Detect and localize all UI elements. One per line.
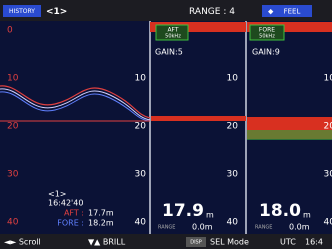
- depth-scale: 20: [324, 122, 332, 132]
- feel-label: FEEL: [284, 8, 301, 16]
- range-label: RANGE: [158, 225, 175, 231]
- depth-scale: 20: [7, 122, 19, 132]
- depth-scale: 10: [7, 74, 19, 84]
- brill-hint: ▼▲ BRILL: [88, 238, 126, 247]
- depth-scale: 30: [135, 170, 147, 180]
- depth-scale: 10: [135, 74, 147, 84]
- feel-icon: ◆: [268, 8, 274, 16]
- disp-label: DISP: [190, 240, 202, 246]
- depth-readout: 17.9: [162, 201, 204, 221]
- depth-scale: 0: [7, 26, 13, 36]
- page-label: <1>: [46, 7, 67, 17]
- fore-value: 18.2m: [88, 219, 114, 228]
- sonar-screen: HISTORY <1> RANGE : 4 ◆ FEEL ◄► Scroll ▼…: [0, 0, 332, 249]
- depth-scale: 30: [7, 170, 19, 180]
- beam-tag: FORE: [259, 27, 275, 34]
- depth-readout: 18.0: [259, 201, 301, 221]
- time: 16:42'40: [48, 199, 83, 208]
- depth-scale: 40: [135, 218, 147, 228]
- gain: GAIN:9: [252, 48, 280, 57]
- depth-scale: 10: [324, 74, 332, 84]
- beam-freq: 50kHz: [259, 34, 275, 40]
- beam-freq: 50kHz: [165, 34, 181, 40]
- depth-unit: m: [206, 211, 214, 220]
- range-value: 0.0m: [289, 223, 310, 232]
- sel-hint: SEL Mode: [210, 238, 249, 247]
- utc-label: UTC: [280, 238, 296, 247]
- page: {"header": {"history": "HISTORY", "page"…: [0, 0, 332, 249]
- depth-scale: 40: [7, 218, 19, 228]
- bottom-echo: [151, 116, 246, 121]
- depth-unit: m: [303, 211, 311, 220]
- history-label: HISTORY: [9, 8, 35, 15]
- scroll-hint: ◄► Scroll: [4, 238, 41, 247]
- depth-scale: 30: [227, 170, 239, 180]
- marker: <1>: [48, 190, 67, 199]
- range-value: 0.0m: [192, 223, 213, 232]
- depth-scale: 10: [227, 74, 239, 84]
- utc-time: 16:4: [305, 238, 323, 247]
- fore-label: FORE :: [57, 219, 84, 228]
- aft-value: 17.7m: [88, 209, 114, 218]
- depth-scale: 20: [227, 122, 239, 132]
- bottom-echo-weak: [247, 130, 332, 140]
- depth-scale: 40: [227, 218, 239, 228]
- depth-scale: 20: [135, 122, 147, 132]
- range-label: RANGE: [255, 225, 272, 231]
- beam-tag: AFT: [167, 27, 178, 34]
- range-label: RANGE : 4: [189, 7, 235, 17]
- depth-scale: 40: [324, 218, 332, 228]
- gain: GAIN:5: [155, 48, 183, 57]
- aft-label: AFT :: [64, 209, 84, 218]
- depth-scale: 30: [324, 170, 332, 180]
